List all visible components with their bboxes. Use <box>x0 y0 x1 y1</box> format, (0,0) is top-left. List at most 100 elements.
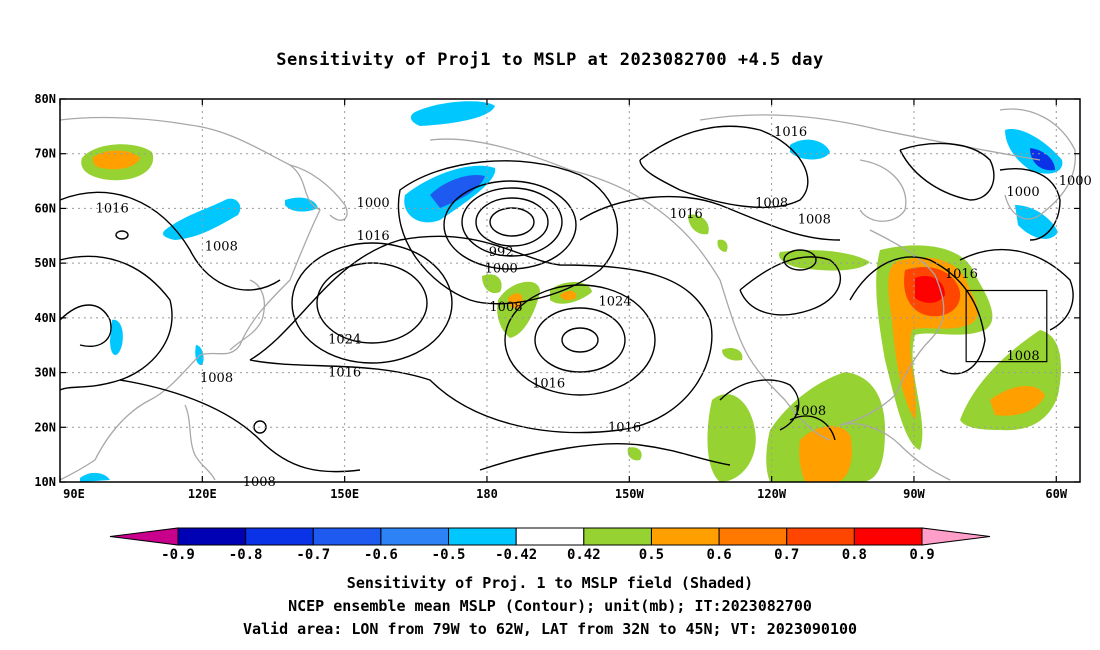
shade-positive <box>990 385 1045 416</box>
contour-low <box>475 197 549 247</box>
shade-positive <box>92 150 140 170</box>
colorbar: -0.9 -0.8 -0.7 -0.6 -0.5 -0.42 0.42 0.5 0.6 0.7 0.… <box>109 527 991 563</box>
colorbar-label: 0.42 <box>567 547 601 563</box>
contour <box>115 230 129 240</box>
contour-1016 <box>479 443 731 471</box>
chart-title: Sensitivity of Proj1 to MSLP at 20230827… <box>276 50 824 70</box>
shade-negative <box>163 198 241 240</box>
contour-label: 1024 <box>599 294 632 309</box>
y-tick-label: 60N <box>34 201 56 215</box>
shade-positive <box>560 290 577 301</box>
caption-line: NCEP ensemble mean MSLP (Contour); unit(… <box>288 597 812 615</box>
contour-1008 <box>60 255 173 391</box>
coastline-japan <box>229 279 265 351</box>
x-tick-label: 60W <box>1045 487 1067 501</box>
contour-label: 1008 <box>1007 349 1040 364</box>
x-tick-label: 150W <box>615 487 645 501</box>
contour-label: 1016 <box>96 201 129 216</box>
colorbar-swatch <box>515 527 585 546</box>
coastline-gulf <box>839 423 951 481</box>
contour-label: 1000 <box>485 262 518 277</box>
colorbar-swatch <box>177 527 247 546</box>
contour-label: 1016 <box>945 267 978 282</box>
colorbar-swatch <box>312 527 382 546</box>
contour-1016 <box>60 191 281 291</box>
contour-label: 1008 <box>205 240 238 255</box>
contour-label: 1000 <box>1007 185 1040 200</box>
contour-label: 1016 <box>670 207 703 222</box>
colorbar-label: -0.5 <box>432 547 466 563</box>
contour-high <box>291 242 453 364</box>
mslp-contours <box>60 125 1074 473</box>
colorbar-swatch <box>245 527 314 546</box>
contour-1016 <box>249 235 713 434</box>
shade-negative <box>790 139 830 160</box>
colorbar-label: 0.8 <box>842 547 867 563</box>
contour-label: 1008 <box>755 196 788 211</box>
x-tick-label: 180 <box>476 487 498 501</box>
shade-negative <box>1030 148 1055 171</box>
contour <box>959 248 1074 331</box>
contour-high <box>561 327 599 353</box>
y-tick-label: 30N <box>34 366 56 380</box>
y-tick-label: 10N <box>34 475 56 489</box>
coastline-na-north <box>699 114 1041 161</box>
coastline-greenland <box>999 108 1076 220</box>
shade-positive <box>688 214 709 235</box>
contour-label: 1008 <box>798 212 831 227</box>
shade-positive <box>627 447 642 461</box>
shade-positive <box>799 425 852 482</box>
x-tick-label: 150E <box>330 487 359 501</box>
x-tick-label: 90W <box>903 487 925 501</box>
y-tick-label: 80N <box>34 92 56 106</box>
contour <box>60 304 112 347</box>
contour-1008 <box>119 379 361 473</box>
contour-high-1024 <box>504 284 656 396</box>
colorbar-label: -0.7 <box>296 547 330 563</box>
contour <box>639 125 809 209</box>
shade-negative <box>430 174 485 208</box>
contour-label: 1016 <box>774 125 807 140</box>
y-tick-label: 50N <box>34 256 56 270</box>
contour-label: 1016 <box>608 420 641 435</box>
contour-label: 1024 <box>328 333 361 348</box>
coastlines <box>60 108 1076 481</box>
contour-low-992 <box>489 207 535 237</box>
contour-label: 1008 <box>793 404 826 419</box>
contour-labels: 1016 1008 1000 1016 992 1000 1008 1024 1016 1016 1… <box>96 125 1092 490</box>
shade-positive <box>707 394 756 482</box>
x-tick-label: 120E <box>188 487 217 501</box>
grid-lines <box>60 99 1080 482</box>
contour-label: 1016 <box>328 366 361 381</box>
colorbar-swatch <box>583 527 652 546</box>
contour-label: 1000 <box>1059 174 1092 189</box>
contour-low <box>461 187 563 257</box>
y-tick-label: 40N <box>34 311 56 325</box>
contour-label: 1008 <box>489 300 522 315</box>
contour <box>789 415 836 441</box>
shade-positive <box>508 293 523 309</box>
contour-1008 <box>397 160 619 305</box>
coastline-hudson <box>859 159 907 222</box>
shade-negative <box>110 319 123 356</box>
plot-frame <box>59 98 1081 483</box>
coastline-alaska <box>429 138 721 281</box>
shade-negative <box>410 101 495 126</box>
coastline-na-east <box>839 229 945 426</box>
contour-low-1000 <box>443 180 577 270</box>
y-tick-label: 70N <box>34 147 56 161</box>
shade-negative <box>80 472 110 482</box>
colorbar-swatch <box>786 527 855 546</box>
valid-area-box <box>965 289 1048 363</box>
coastline-philippines <box>184 404 216 481</box>
axis-ticks: 90E 120E 150E 180 150W 120W 90W 60W 10N 20N 30N 40N… <box>34 92 1080 501</box>
colorbar-swatch <box>380 527 450 546</box>
contour <box>849 256 986 375</box>
contour-label: 1016 <box>532 377 565 392</box>
colorbar-label: -0.8 <box>229 547 263 563</box>
contour-label: 1000 <box>357 196 390 211</box>
contour-label: 1016 <box>357 229 390 244</box>
colorbar-label: -0.9 <box>161 547 195 563</box>
colorbar-low-end <box>109 527 179 546</box>
